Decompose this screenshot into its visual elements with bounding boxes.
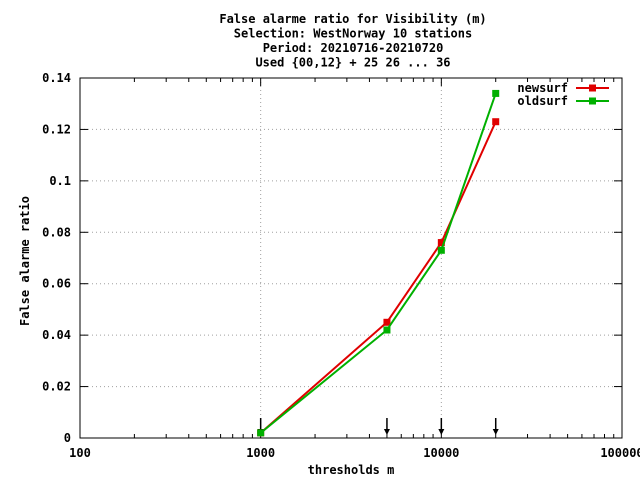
x-axis-label: thresholds m	[308, 463, 395, 477]
title-line-3: Period: 20210716-20210720	[263, 41, 444, 55]
y-tick-label: 0.14	[42, 71, 71, 85]
y-tick-label: 0.12	[42, 122, 71, 136]
y-tick-label: 0.04	[42, 328, 71, 342]
legend-marker-newsurf	[589, 84, 596, 92]
y-tick-label: 0.02	[42, 380, 71, 394]
data-point-newsurf	[383, 318, 391, 326]
x-axis: 100 1000 10000 100000	[69, 78, 640, 460]
chart-title: False alarme ratio for Visibility (m)Sel…	[219, 12, 486, 70]
data-point-newsurf	[437, 239, 445, 247]
y-axis-label: False alarme ratio	[18, 196, 32, 326]
series-line-newsurf	[260, 121, 497, 434]
title-line-1: False alarme ratio for Visibility (m)	[219, 12, 486, 26]
x-tick-label: 100000	[600, 446, 640, 460]
legend-marker-oldsurf	[589, 97, 596, 105]
threshold-arrow-head	[438, 429, 445, 435]
data-point-newsurf	[492, 118, 500, 126]
data-point-oldsurf	[257, 429, 265, 437]
series-line-oldsurf	[260, 93, 497, 434]
data-point-oldsurf	[383, 326, 391, 334]
x-tick-label: 10000	[423, 446, 459, 460]
y-tick-label: 0.08	[42, 225, 71, 239]
grid	[80, 78, 622, 438]
x-tick-label: 100	[69, 446, 91, 460]
series	[257, 89, 500, 437]
threshold-arrow-head	[492, 429, 499, 435]
threshold-markers	[257, 418, 499, 435]
y-tick-label: 0.06	[42, 277, 71, 291]
legend-label-newsurf: newsurf	[517, 81, 568, 95]
y-tick-label: 0.1	[49, 174, 71, 188]
data-point-oldsurf	[492, 89, 500, 97]
title-line-2: Selection: WestNorway 10 stations	[234, 27, 472, 41]
y-tick-label: 0	[64, 431, 71, 445]
data-point-oldsurf	[437, 246, 445, 254]
title-line-4: Used {00,12} + 25 26 ... 36	[255, 56, 450, 70]
legend-label-oldsurf: oldsurf	[517, 94, 568, 108]
threshold-arrow-head	[383, 429, 390, 435]
x-tick-label: 1000	[246, 446, 275, 460]
y-axis: 0 0.02 0.04 0.06 0.08 0.1 0.12 0.14	[42, 71, 622, 445]
plot-frame	[79, 77, 623, 439]
